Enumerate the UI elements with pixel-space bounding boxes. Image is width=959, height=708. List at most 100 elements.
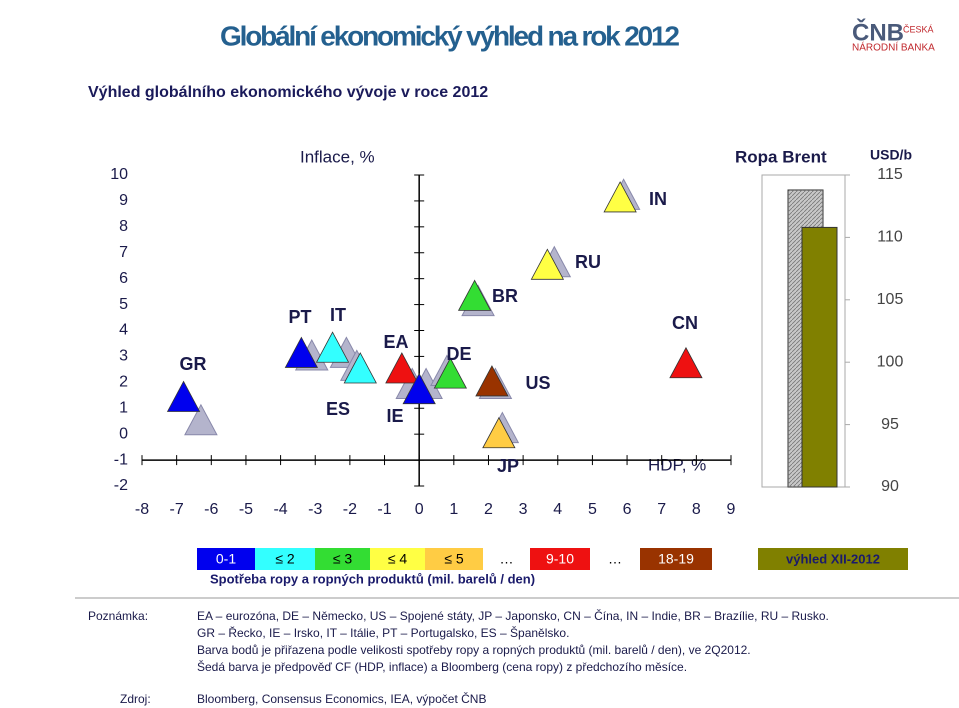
y-tick-label: 0 bbox=[119, 425, 128, 442]
x-tick-label: -7 bbox=[170, 501, 184, 518]
point bbox=[315, 331, 350, 363]
x-tick-label: 2 bbox=[484, 501, 493, 518]
point-label: DE bbox=[446, 344, 471, 364]
title: Globální ekonomický výhled na rok 2012 bbox=[220, 20, 680, 51]
legend-label: ≤ 3 bbox=[333, 551, 353, 567]
axis-title: HDP, % bbox=[648, 455, 706, 474]
legend-swatch bbox=[483, 548, 530, 570]
point bbox=[166, 380, 201, 412]
note-line: Barva bodů je přiřazena podle velikosti … bbox=[197, 643, 751, 657]
point-label: IN bbox=[649, 189, 667, 209]
note-label: Poznámka: bbox=[88, 609, 148, 623]
point-label: CN bbox=[672, 313, 698, 333]
legend-label: ≤ 2 bbox=[275, 551, 295, 567]
legend-swatch bbox=[255, 548, 315, 570]
bar bbox=[801, 226, 838, 488]
y-tick-label: 105 bbox=[877, 291, 904, 308]
point-label: IE bbox=[386, 406, 403, 426]
y-tick-label: 7 bbox=[119, 244, 128, 261]
legend-label: 9-10 bbox=[546, 551, 574, 567]
point bbox=[669, 346, 703, 379]
y-tick-label: 90 bbox=[881, 478, 899, 495]
x-tick-label: 8 bbox=[692, 501, 701, 518]
point-label: JP bbox=[497, 456, 519, 476]
y-tick-label: 9 bbox=[119, 192, 128, 209]
legend-swatch bbox=[640, 548, 712, 570]
x-tick-label: -2 bbox=[343, 501, 357, 518]
legend-label: 18-19 bbox=[658, 551, 694, 567]
y-tick-label: 110 bbox=[877, 229, 903, 246]
source-label: Zdroj: bbox=[120, 692, 151, 706]
axis-title: USD/b bbox=[870, 147, 912, 163]
y-tick-label: 8 bbox=[119, 218, 128, 235]
logo-name: ČNB bbox=[852, 18, 904, 46]
point bbox=[482, 416, 516, 449]
legend-swatch bbox=[590, 548, 640, 570]
point-label: IT bbox=[330, 305, 346, 325]
y-tick-label: 2 bbox=[119, 374, 128, 391]
y-tick-label: 115 bbox=[877, 166, 903, 183]
y-tick-label: 6 bbox=[119, 270, 128, 287]
previous-point bbox=[184, 403, 218, 436]
axis-title: Inflace, % bbox=[300, 147, 375, 166]
y-tick-label: -2 bbox=[114, 477, 128, 494]
legend-label: … bbox=[500, 551, 514, 567]
source-text: Bloomberg, Consensus Economics, IEA, výp… bbox=[197, 691, 486, 706]
x-tick-label: -3 bbox=[308, 501, 322, 518]
y-tick-label: 1 bbox=[119, 399, 128, 416]
x-tick-label: 5 bbox=[588, 501, 597, 518]
note-line: EA – eurozóna, DE – Německo, US – Spojen… bbox=[197, 608, 829, 623]
x-tick-label: 6 bbox=[623, 501, 632, 518]
x-tick-label: 9 bbox=[727, 501, 736, 518]
x-tick-label: -8 bbox=[135, 501, 149, 518]
point bbox=[284, 336, 319, 368]
x-tick-label: -1 bbox=[377, 501, 391, 518]
point bbox=[433, 357, 468, 389]
point-label: BR bbox=[492, 286, 518, 306]
point bbox=[475, 365, 509, 397]
point-label: RU bbox=[575, 252, 601, 272]
legend-title: Spotřeba ropy a ropných produktů (mil. b… bbox=[210, 571, 535, 586]
logo-line: ČESKÁ bbox=[903, 24, 934, 34]
point-label: ES bbox=[326, 399, 350, 419]
x-tick-label: 7 bbox=[657, 501, 666, 518]
logo-line: NÁRODNÍ BANKA bbox=[852, 41, 935, 54]
y-tick-label: 100 bbox=[877, 353, 904, 370]
legend-label: 0-1 bbox=[216, 551, 236, 567]
point-label: EA bbox=[383, 332, 408, 352]
legend-label: ≤ 5 bbox=[444, 551, 464, 567]
y-tick-label: 5 bbox=[119, 296, 128, 313]
y-tick-label: 95 bbox=[881, 416, 899, 433]
x-tick-label: 3 bbox=[519, 501, 528, 518]
legend-swatch bbox=[315, 548, 370, 570]
point bbox=[402, 372, 436, 405]
y-tick-label: 4 bbox=[119, 322, 128, 339]
point bbox=[457, 279, 492, 311]
y-tick-label: -1 bbox=[114, 451, 128, 468]
note-line: GR – Řecko, IE – Irsko, IT – Itálie, PT … bbox=[197, 625, 569, 640]
x-tick-label: -6 bbox=[204, 501, 218, 518]
y-tick-label: 10 bbox=[110, 166, 128, 183]
note-line: Šedá barva je předpověď CF (HDP, inflace… bbox=[197, 659, 687, 674]
legend-label: ≤ 4 bbox=[388, 551, 408, 567]
legend-swatch bbox=[370, 548, 425, 570]
subtitle: Výhled globálního ekonomického vývoje v … bbox=[88, 84, 488, 101]
point bbox=[603, 181, 637, 213]
legend-swatch bbox=[530, 548, 590, 570]
x-tick-label: 4 bbox=[553, 501, 562, 518]
x-tick-label: 0 bbox=[415, 501, 424, 518]
legend-label: výhled XII-2012 bbox=[786, 551, 880, 566]
point bbox=[343, 352, 377, 384]
x-tick-label: -4 bbox=[273, 501, 287, 518]
legend-label: … bbox=[608, 551, 622, 567]
legend-swatch bbox=[197, 548, 255, 570]
point-label: GR bbox=[180, 354, 207, 374]
y-tick-label: 3 bbox=[119, 348, 128, 365]
chart-title: Ropa Brent bbox=[735, 147, 827, 166]
legend-swatch bbox=[425, 548, 483, 570]
point-label: PT bbox=[288, 307, 311, 327]
point-label: US bbox=[525, 373, 550, 393]
point bbox=[385, 352, 419, 384]
x-tick-label: 1 bbox=[449, 501, 458, 518]
